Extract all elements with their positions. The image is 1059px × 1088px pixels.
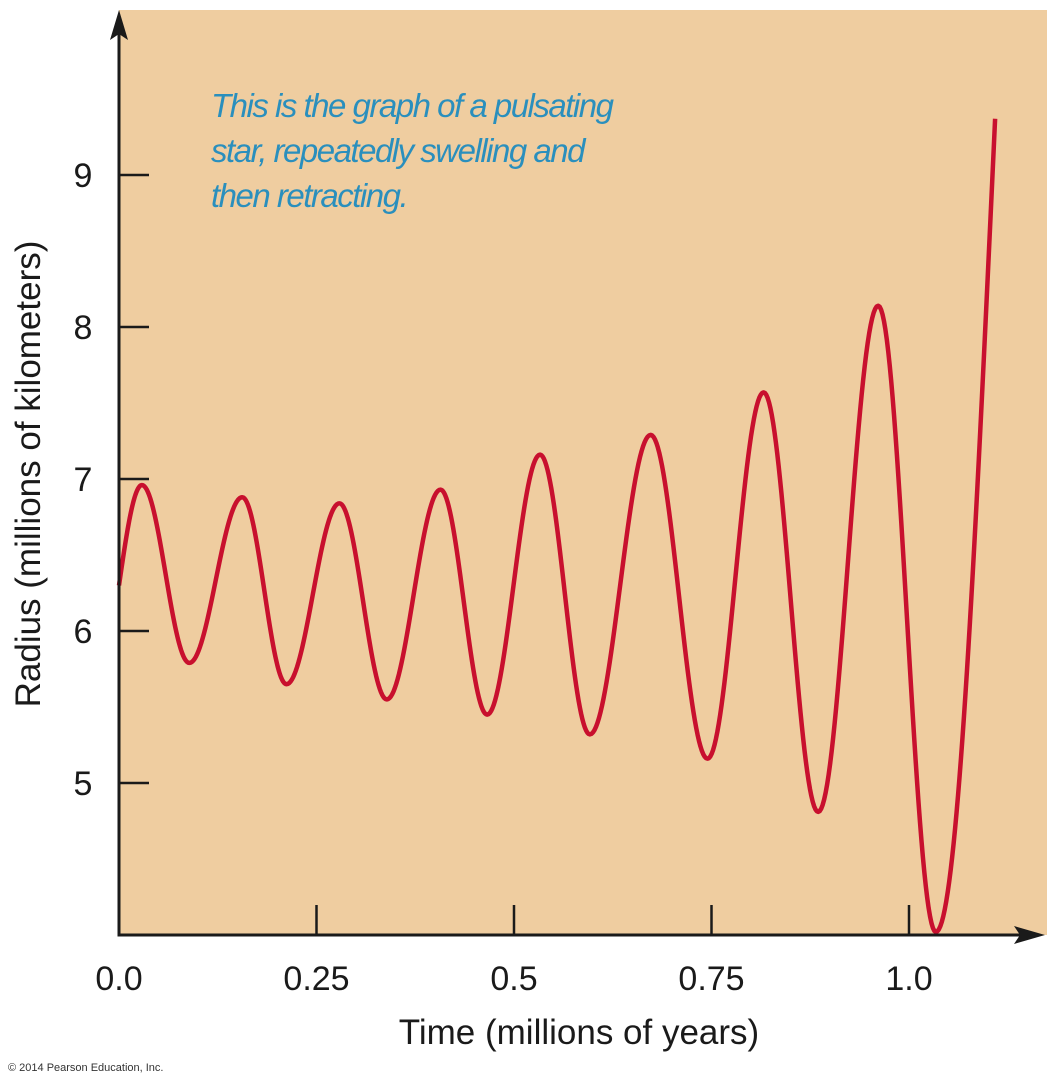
annotation-line: This is the graph of a pulsating bbox=[211, 87, 615, 124]
y-tick-label: 8 bbox=[74, 309, 93, 347]
y-tick-label: 7 bbox=[74, 461, 93, 499]
y-tick-label: 6 bbox=[74, 613, 93, 651]
x-tick-label: 0.5 bbox=[490, 960, 537, 998]
x-tick-label: 0.25 bbox=[283, 960, 349, 998]
annotation-text: This is the graph of a pulsating star, re… bbox=[211, 87, 616, 214]
y-tick-label: 5 bbox=[74, 765, 93, 803]
x-tick-label: 1.0 bbox=[885, 960, 932, 998]
y-axis-title: Radius (millions of kilometers) bbox=[9, 241, 48, 708]
plot-background bbox=[119, 10, 1047, 935]
x-axis-ticks: 0.0 0.25 0.5 0.75 1.0 bbox=[95, 905, 933, 998]
x-tick-label: 0.75 bbox=[678, 960, 744, 998]
annotation-line: star, repeatedly swelling and bbox=[211, 132, 587, 169]
series-line-radius bbox=[116, 118, 998, 935]
y-tick-label: 9 bbox=[74, 157, 93, 195]
annotation-line: then retracting. bbox=[211, 177, 407, 214]
y-axis-arrow-icon bbox=[110, 10, 128, 40]
x-axis-title: Time (millions of years) bbox=[399, 1013, 759, 1052]
x-tick-label: 0.0 bbox=[95, 960, 142, 998]
x-axis-arrow-icon bbox=[1014, 926, 1045, 944]
copyright-notice: © 2014 Pearson Education, Inc. bbox=[8, 1062, 163, 1074]
y-axis-ticks: 5 6 7 8 9 bbox=[74, 157, 149, 803]
